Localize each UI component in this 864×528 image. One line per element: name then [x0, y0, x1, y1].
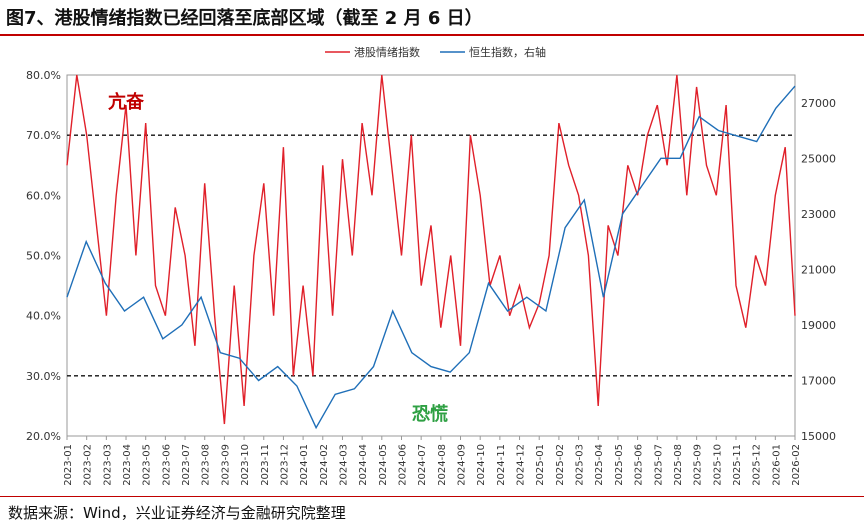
- x-tick-label: 2023-10: [240, 444, 251, 486]
- x-tick-label: 2024-07: [417, 444, 428, 486]
- x-tick-label: 2023-09: [220, 444, 231, 486]
- x-tick-label: 2023-04: [122, 444, 133, 486]
- x-tick-label: 2024-08: [437, 444, 448, 486]
- x-tick-label: 2024-05: [378, 444, 389, 486]
- chart-title: 图7、港股情绪指数已经回落至底部区域（截至 2 月 6 日）: [6, 8, 483, 29]
- right-tick-label: 21000: [801, 263, 836, 276]
- x-tick-label: 2023-06: [161, 444, 172, 486]
- left-tick-label: 80.0%: [26, 69, 61, 82]
- source-divider: [0, 496, 864, 497]
- right-tick-label: 17000: [801, 374, 836, 387]
- right-tick-label: 25000: [801, 152, 836, 165]
- left-tick-label: 60.0%: [26, 189, 61, 202]
- x-tick-label: 2026-01: [771, 444, 782, 486]
- x-tick-label: 2023-01: [63, 444, 74, 486]
- x-tick-label: 2025-03: [575, 444, 586, 486]
- x-tick-label: 2023-11: [260, 444, 271, 486]
- x-tick-label: 2023-08: [201, 444, 212, 486]
- right-tick-label: 19000: [801, 319, 836, 332]
- x-tick-label: 2025-02: [555, 444, 566, 486]
- x-tick-label: 2024-11: [496, 444, 507, 486]
- sentiment-line: [66, 74, 796, 425]
- x-tick-label: 2024-09: [457, 444, 468, 486]
- x-tick-label: 2025-06: [634, 444, 645, 486]
- annotation-low: 恐慌: [412, 403, 448, 425]
- source-note: 数据来源：Wind，兴业证券经济与金融研究院整理: [8, 504, 346, 522]
- x-tick-label: 2025-04: [594, 444, 605, 486]
- x-tick-label: 2025-10: [712, 444, 723, 486]
- right-tick-label: 27000: [801, 97, 836, 110]
- x-tick-label: 2026-02: [791, 444, 802, 486]
- left-tick-label: 70.0%: [26, 129, 61, 142]
- annotation-high: 亢奋: [108, 91, 145, 113]
- hsi-line: [66, 85, 796, 430]
- left-tick-label: 50.0%: [26, 250, 61, 263]
- legend-label-hsi: 恒生指数，右轴: [469, 45, 546, 59]
- x-tick-label: 2024-02: [319, 444, 330, 486]
- x-tick-label: 2024-10: [476, 444, 487, 486]
- x-tick-label: 2024-12: [516, 444, 527, 486]
- x-tick-label: 2025-01: [535, 444, 546, 486]
- plot-frame: [66, 74, 796, 437]
- x-tick-label: 2025-12: [752, 444, 763, 486]
- legend-label-sentiment: 港股情绪指数: [354, 45, 420, 59]
- title-divider: [0, 34, 864, 36]
- left-tick-label: 40.0%: [26, 310, 61, 323]
- right-tick-label: 15000: [801, 430, 836, 443]
- x-tick-label: 2023-03: [102, 444, 113, 486]
- x-tick-label: 2025-08: [673, 444, 684, 486]
- x-tick-label: 2023-05: [142, 444, 153, 486]
- x-tick-label: 2024-01: [299, 444, 310, 486]
- right-tick-label: 23000: [801, 208, 836, 221]
- x-tick-label: 2023-07: [181, 444, 192, 486]
- x-tick-label: 2025-05: [614, 444, 625, 486]
- left-tick-label: 30.0%: [26, 370, 61, 383]
- x-tick-label: 2023-02: [83, 444, 94, 486]
- x-tick-label: 2024-03: [338, 444, 349, 486]
- chart: 20.0% 30.0% 40.0% 50.0% 60.0% 70.0% 80.0% 15000…: [26, 45, 836, 486]
- x-tick-label: 2023-12: [279, 444, 290, 486]
- x-tick-label: 2025-09: [693, 444, 704, 486]
- x-tick-label: 2024-06: [397, 444, 408, 486]
- x-tick-label: 2024-04: [358, 444, 369, 486]
- left-tick-label: 20.0%: [26, 430, 61, 443]
- x-tick-label: 2025-11: [732, 444, 743, 486]
- x-tick-label: 2025-07: [653, 444, 664, 486]
